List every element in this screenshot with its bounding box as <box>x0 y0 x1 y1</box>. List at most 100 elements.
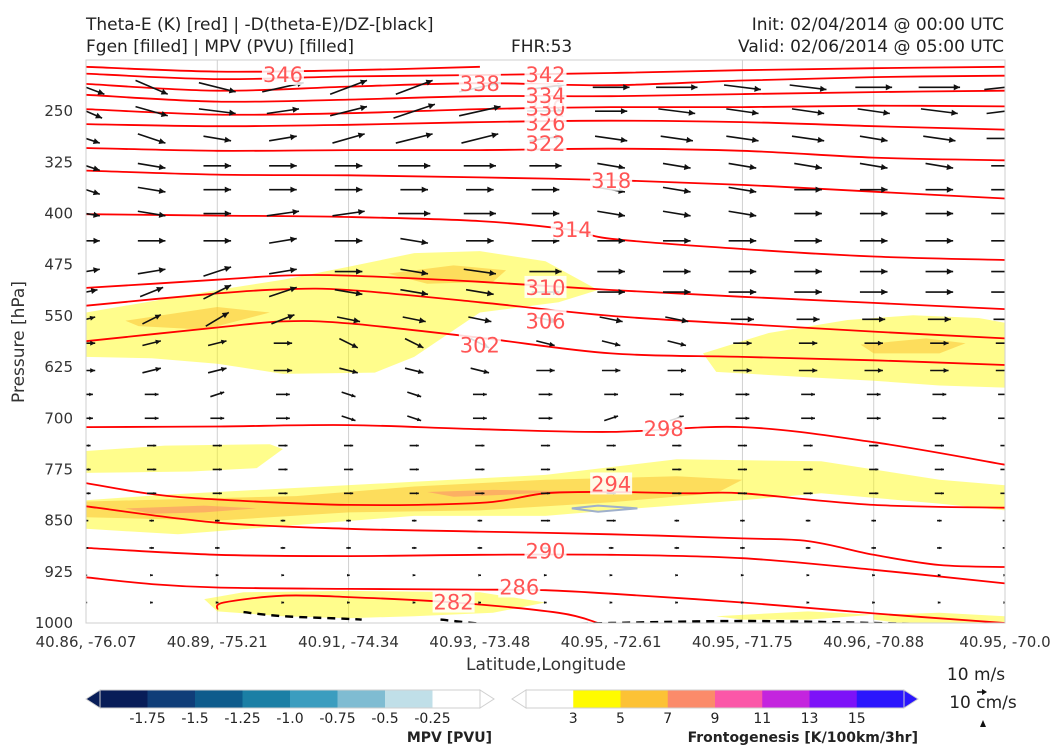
wind-vector-head <box>158 138 166 144</box>
theta-e-label: 286 <box>499 576 539 600</box>
wind-vector-head <box>92 165 100 172</box>
wind-vector <box>478 573 482 577</box>
wind-vector <box>531 210 560 217</box>
theta-e-label-bg <box>550 217 593 240</box>
wind-vector-shaft <box>395 133 433 144</box>
wind-vector <box>395 79 433 95</box>
wind-vector <box>601 368 621 373</box>
wind-vector-head <box>159 237 166 244</box>
wind-vector <box>472 392 487 397</box>
wind-vector-head <box>683 164 691 171</box>
wind-vector-head <box>812 340 818 346</box>
wind-vector-head <box>219 492 222 495</box>
wind-vector-head <box>229 109 236 116</box>
y-tick-label: 550 <box>44 307 73 325</box>
wind-vector-head <box>749 187 757 194</box>
wind-vector <box>932 416 947 421</box>
wind-vector-head <box>946 164 954 171</box>
x-tick-label: 40.93, -73.48 <box>429 633 530 651</box>
wind-vector <box>147 468 157 471</box>
wind-vector-head <box>543 601 547 604</box>
wind-vector <box>536 368 555 373</box>
wind-vector-head <box>877 368 883 373</box>
wind-vector-head <box>478 573 482 577</box>
theta-e-label: 302 <box>460 333 500 357</box>
wind-vector-head <box>352 369 358 374</box>
wind-vector-head <box>618 268 625 275</box>
wind-vector <box>991 188 1005 191</box>
wind-vector-head <box>1008 393 1012 397</box>
wind-vector-head <box>746 340 752 346</box>
wind-vector <box>604 392 619 397</box>
mpv-colorbar-tick: -0.25 <box>414 711 450 727</box>
wind-vector-head <box>93 211 100 218</box>
wind-vector-head <box>815 186 822 193</box>
wind-vector-head <box>1009 341 1014 346</box>
wind-vector <box>669 392 684 397</box>
wind-vector <box>266 209 300 217</box>
wind-vector-head <box>86 519 89 522</box>
wind-vector <box>597 268 625 275</box>
wind-vector <box>662 186 691 194</box>
fgen-colorbar-label: Frontogenesis [K/100km/3hr] <box>688 730 918 746</box>
wind-vector <box>278 468 288 471</box>
wind-vector <box>674 519 680 522</box>
theta-e-contour <box>86 274 1005 310</box>
wind-vector <box>733 340 752 346</box>
chart-title-line2: Fgen [filled] | MPV (PVU) [filled] <box>86 37 355 57</box>
wind-vector-shaft <box>395 79 433 95</box>
wind-vector-head <box>1010 316 1016 322</box>
wind-vector-head <box>745 416 750 421</box>
theta-e-contour <box>86 320 1005 366</box>
x-tick-label: 40.96, -70.88 <box>823 633 924 651</box>
wind-vector <box>733 368 752 373</box>
wind-vector-head <box>487 237 494 244</box>
x-tick-label: 40.95, -72.61 <box>561 633 662 651</box>
wind-vector <box>737 468 748 471</box>
wind-vector-head <box>493 104 501 111</box>
wind-vector-head <box>749 288 757 296</box>
wind-vector-head <box>151 546 154 550</box>
theta-e-contour <box>215 594 599 623</box>
wind-vector <box>334 237 363 244</box>
wind-vector <box>803 444 813 447</box>
fgen-region-5 <box>860 338 966 354</box>
wind-vector-head <box>360 79 367 86</box>
wind-vector-head <box>946 237 954 244</box>
plot-frame <box>85 59 1006 624</box>
wind-vector-head <box>618 211 625 218</box>
wind-vector <box>203 266 232 277</box>
wind-vector-head <box>751 136 759 143</box>
wind-vector-head <box>943 340 949 346</box>
wind-vector <box>859 237 888 244</box>
wind-vector <box>142 314 162 325</box>
wind-vector <box>465 288 494 297</box>
wind-vector <box>995 369 1005 372</box>
wind-vector-head <box>351 342 358 348</box>
wind-vector-head <box>416 492 419 495</box>
wind-vector <box>872 573 875 577</box>
wind-vector-head <box>812 368 818 373</box>
wind-vector <box>932 392 947 397</box>
y-tick-label: 925 <box>44 563 73 581</box>
y-tick-label: 625 <box>44 358 73 376</box>
wind-vector-head <box>479 519 483 522</box>
wind-vector <box>803 492 813 495</box>
wind-vector-head <box>353 317 361 324</box>
wind-vector <box>737 492 748 495</box>
wind-vector <box>409 468 419 471</box>
wind-vector <box>986 137 1005 140</box>
wind-vector <box>540 468 551 471</box>
wind-vector-head <box>481 444 485 447</box>
wind-vector <box>137 186 166 194</box>
wind-vector <box>147 492 157 495</box>
wind-vector-head <box>284 492 288 495</box>
wind-vector-head <box>292 106 300 113</box>
wind-vector-head <box>749 237 757 244</box>
wind-vector <box>869 492 879 495</box>
wind-vector <box>137 210 166 218</box>
wind-vector <box>730 316 754 323</box>
mpv-colorbar-label: MPV [PVU] <box>407 730 492 746</box>
wind-vector <box>86 137 101 144</box>
wind-vector-head <box>809 468 813 471</box>
